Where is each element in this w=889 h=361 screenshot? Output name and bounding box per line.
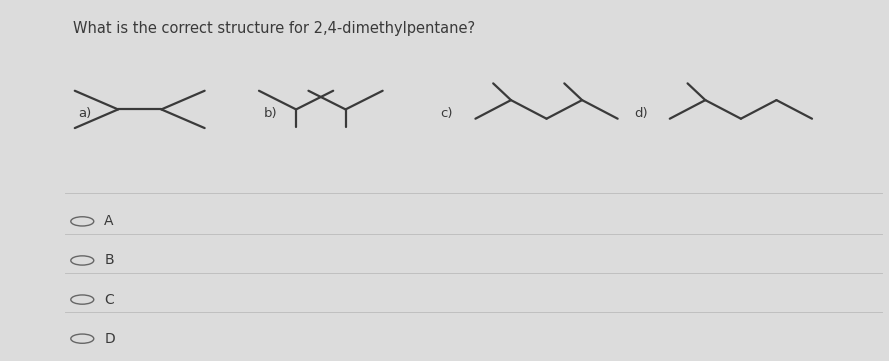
Text: a): a) <box>78 106 91 119</box>
Text: c): c) <box>440 106 453 119</box>
Text: D: D <box>104 332 115 346</box>
Text: b): b) <box>263 106 277 119</box>
Text: A: A <box>104 214 114 229</box>
Text: What is the correct structure for 2,4-dimethylpentane?: What is the correct structure for 2,4-di… <box>74 21 476 35</box>
Text: d): d) <box>635 106 648 119</box>
Text: B: B <box>104 253 114 268</box>
Text: C: C <box>104 292 114 306</box>
